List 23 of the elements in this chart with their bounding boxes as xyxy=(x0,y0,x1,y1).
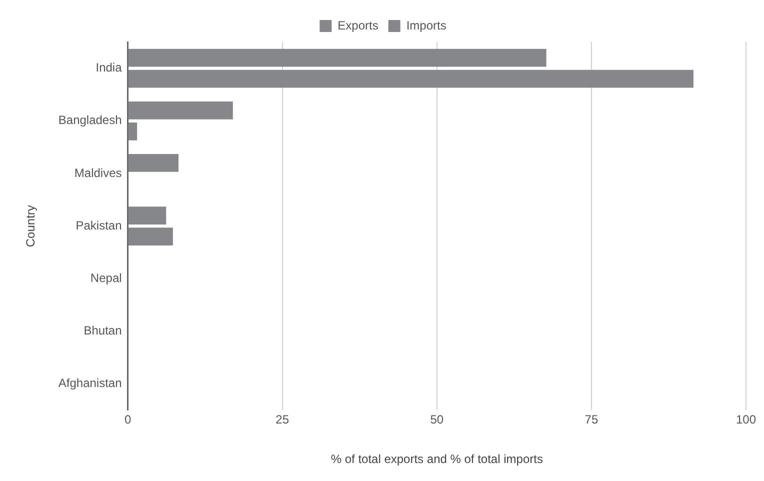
bar xyxy=(128,154,178,172)
bar xyxy=(128,228,173,246)
x-tick-label: 25 xyxy=(276,412,290,427)
y-tick-label: Nepal xyxy=(90,271,122,286)
bar xyxy=(128,70,694,88)
y-tick-label: Bhutan xyxy=(84,324,122,338)
legend-label: Exports xyxy=(338,18,378,32)
y-axis-title: Country xyxy=(24,205,38,248)
x-tick-label: 100 xyxy=(736,412,756,427)
y-tick-label: Bangladesh xyxy=(58,113,122,128)
x-tick-label: 50 xyxy=(430,412,444,427)
y-tick-label: Afghanistan xyxy=(58,376,122,390)
x-tick-label: 75 xyxy=(584,412,598,427)
x-tick-label: 0 xyxy=(124,412,132,427)
y-tick-label: India xyxy=(96,60,122,75)
bar xyxy=(128,122,138,140)
y-tick-label: Pakistan xyxy=(76,218,122,232)
x-axis-title: % of total exports and % of total imports xyxy=(330,452,543,466)
legend-label: Imports xyxy=(406,18,446,32)
bar xyxy=(128,48,546,67)
bar xyxy=(128,206,166,225)
y-tick-label: Maldives xyxy=(74,166,122,180)
bar xyxy=(128,101,233,120)
